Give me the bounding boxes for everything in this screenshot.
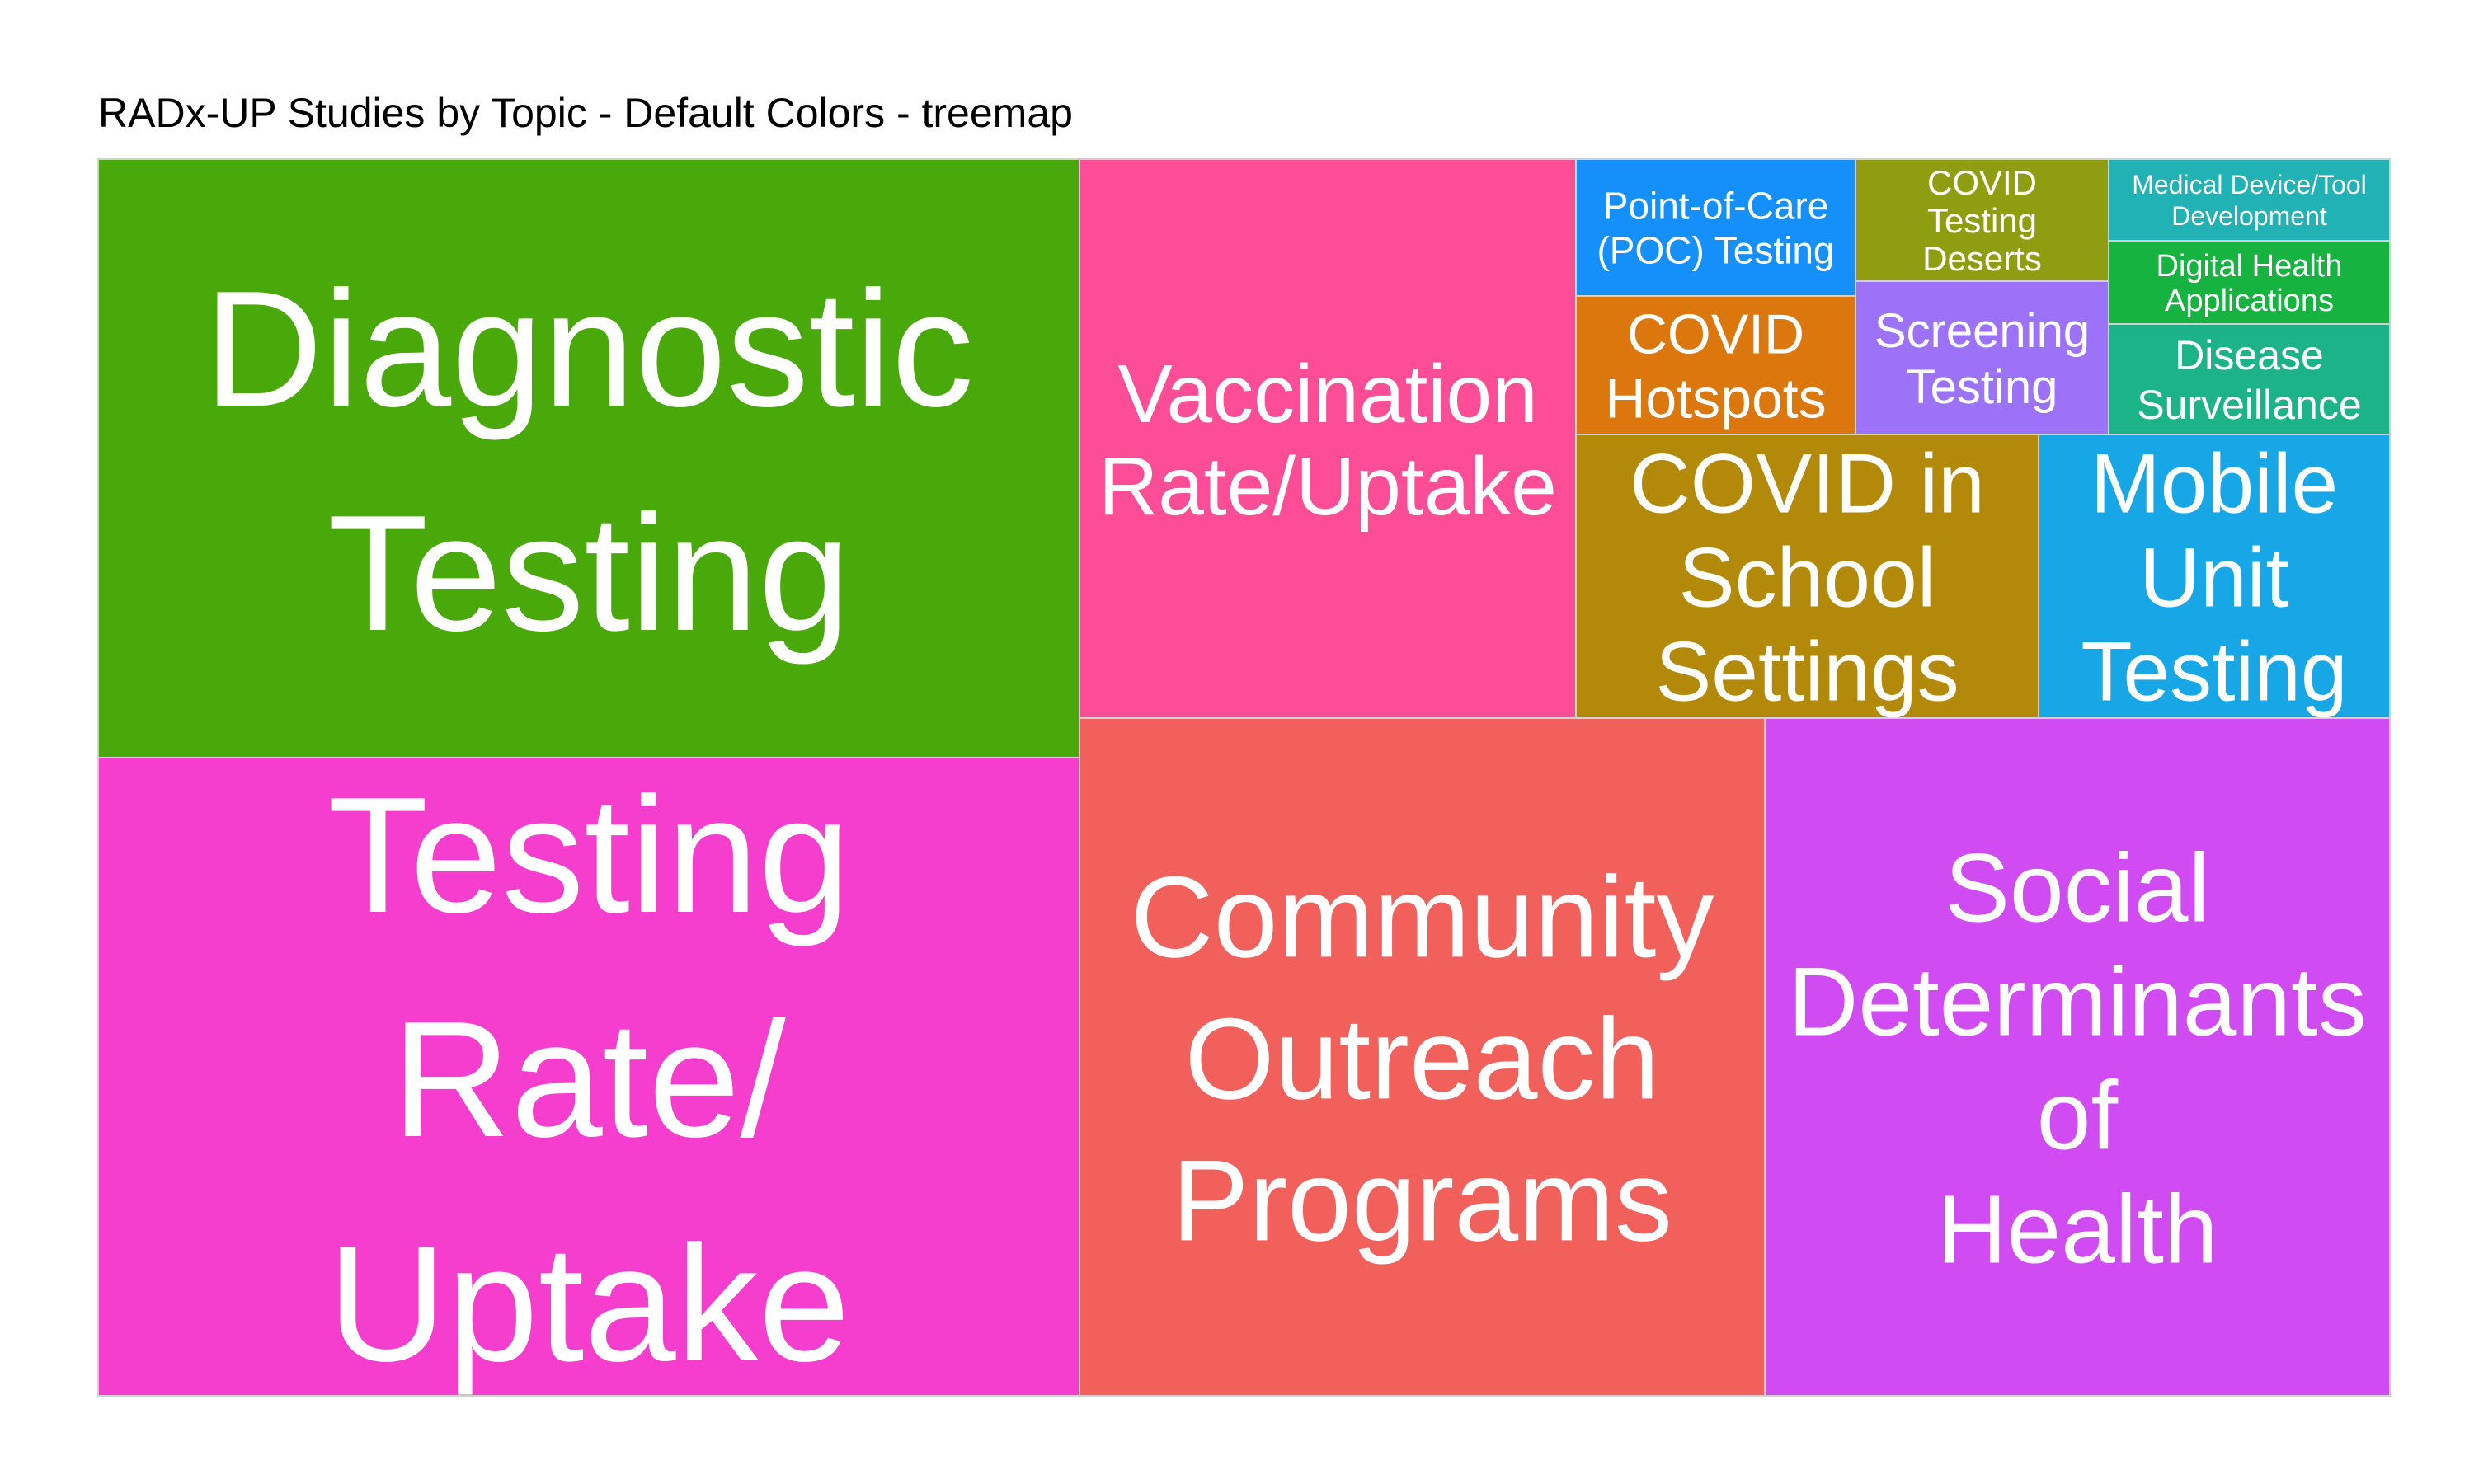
- tile-label: Social Determinants of Health: [1788, 834, 2367, 1284]
- tile-label-line: COVID: [1627, 303, 1804, 365]
- tile-label-line: Unit: [2139, 531, 2288, 625]
- tile-label-line: Testing: [1927, 201, 2037, 240]
- tile-label: Diagnostic Testing: [204, 257, 974, 665]
- tile-social-determinants-of-health[interactable]: Social Determinants of Health: [1764, 717, 2391, 1397]
- tile-label: Digital Health Applications: [2157, 249, 2343, 318]
- tile-covid-testing-deserts[interactable]: COVID Testing Deserts: [1855, 158, 2109, 282]
- tile-label-line: Testing: [327, 763, 850, 947]
- tile-label-line: Surveillance: [2137, 382, 2361, 428]
- tile-label: Disease Surveillance: [2137, 332, 2361, 428]
- tile-label-line: Screening: [1874, 304, 2090, 358]
- tile-label-line: Development: [2171, 201, 2327, 231]
- tile-label-line: Testing: [2081, 625, 2347, 719]
- tile-point-of-care-poc-testing[interactable]: Point-of-Care (POC) Testing: [1575, 158, 1856, 297]
- tile-label: Community Outreach Programs: [1131, 852, 1714, 1265]
- tile-rect[interactable]: [2108, 323, 2391, 435]
- tile-label-line: Outreach: [1185, 993, 1660, 1123]
- tile-screening-testing[interactable]: Screening Testing: [1855, 280, 2109, 435]
- tile-label-line: (POC) Testing: [1597, 229, 1834, 272]
- tile-label-line: Programs: [1172, 1135, 1672, 1265]
- tile-rect[interactable]: [1575, 295, 1856, 435]
- tile-label: COVID Hotspots: [1605, 303, 1826, 430]
- tile-label: Testing Rate/Uptake: [327, 763, 850, 1396]
- tile-rect[interactable]: [1079, 717, 1766, 1397]
- tile-rect[interactable]: [1079, 158, 1577, 719]
- tile-label-line: Deserts: [1922, 239, 2042, 278]
- tile-diagnostic-testing[interactable]: Diagnostic Testing: [97, 158, 1080, 758]
- tile-label-line: of: [2037, 1061, 2119, 1170]
- tile-rect[interactable]: [1855, 280, 2109, 435]
- tile-covid-hotspots[interactable]: COVID Hotspots: [1575, 295, 1856, 435]
- tile-mobile-unit-testing[interactable]: Mobile Unit Testing: [2038, 434, 2391, 719]
- tile-label-line: Social: [1945, 834, 2209, 942]
- tile-label: COVID in School Settings: [1630, 437, 1985, 719]
- tile-vaccination-rate-uptake[interactable]: Vaccination Rate/Uptake: [1079, 158, 1577, 719]
- tile-label-line: COVID in: [1630, 437, 1985, 531]
- tile-label-line: Testing: [327, 481, 850, 665]
- tile-label-line: Rate/: [392, 988, 786, 1172]
- tile-label: Mobile Unit Testing: [2081, 437, 2347, 719]
- tile-covid-in-school-settings[interactable]: COVID in School Settings: [1575, 434, 2039, 719]
- tile-label-line: Testing: [1907, 360, 2058, 414]
- tile-label-line: Digital Health: [2157, 249, 2343, 284]
- tile-medical-device-tool-development[interactable]: Medical Device/Tool Development: [2108, 158, 2391, 242]
- tile-label-line: Settings: [1655, 625, 1959, 719]
- tile-rect[interactable]: [2038, 434, 2391, 719]
- tile-label-line: Hotspots: [1605, 367, 1826, 430]
- tile-rect[interactable]: [1855, 158, 2109, 282]
- tile-label-line: Disease: [2175, 332, 2324, 378]
- tile-label-line: Rate/Uptake: [1098, 440, 1557, 533]
- tile-disease-surveillance[interactable]: Disease Surveillance: [2108, 323, 2391, 435]
- tile-rect[interactable]: [2108, 158, 2391, 242]
- tile-rect[interactable]: [97, 158, 1080, 758]
- tile-label: COVID Testing Deserts: [1922, 163, 2042, 278]
- tile-label-line: School: [1679, 531, 1936, 625]
- tile-label-line: Vaccination: [1117, 348, 1538, 440]
- tile-label-line: COVID: [1927, 163, 2037, 202]
- chart-title: RADx-UP Studies by Topic - Default Color…: [98, 90, 1073, 136]
- tile-label-line: Point-of-Care: [1603, 185, 1829, 228]
- tile-label-line: Uptake: [327, 1212, 850, 1396]
- tile-label-line: Mobile: [2091, 437, 2338, 531]
- tile-label: Point-of-Care (POC) Testing: [1597, 185, 1834, 272]
- tile-community-outreach-programs[interactable]: Community Outreach Programs: [1079, 717, 1766, 1397]
- tile-digital-health-applications[interactable]: Digital Health Applications: [2108, 240, 2391, 325]
- tile-label: Vaccination Rate/Uptake: [1098, 348, 1557, 533]
- tile-label-line: Diagnostic: [204, 257, 974, 441]
- tile-label-line: Health: [1936, 1175, 2218, 1284]
- tile-rect[interactable]: [1764, 717, 2391, 1397]
- tile-label-line: Applications: [2165, 284, 2334, 318]
- tile-label-line: Community: [1131, 852, 1714, 981]
- tile-label-line: Medical Device/Tool: [2132, 170, 2367, 200]
- tile-label: Medical Device/Tool Development: [2132, 170, 2367, 231]
- tile-label-line: Determinants: [1788, 947, 2367, 1056]
- tile-testing-rate-uptake[interactable]: Testing Rate/Uptake: [97, 757, 1080, 1397]
- tile-rect[interactable]: [1575, 158, 1856, 297]
- tile-rect[interactable]: [2108, 240, 2391, 325]
- tile-label: Screening Testing: [1874, 304, 2090, 414]
